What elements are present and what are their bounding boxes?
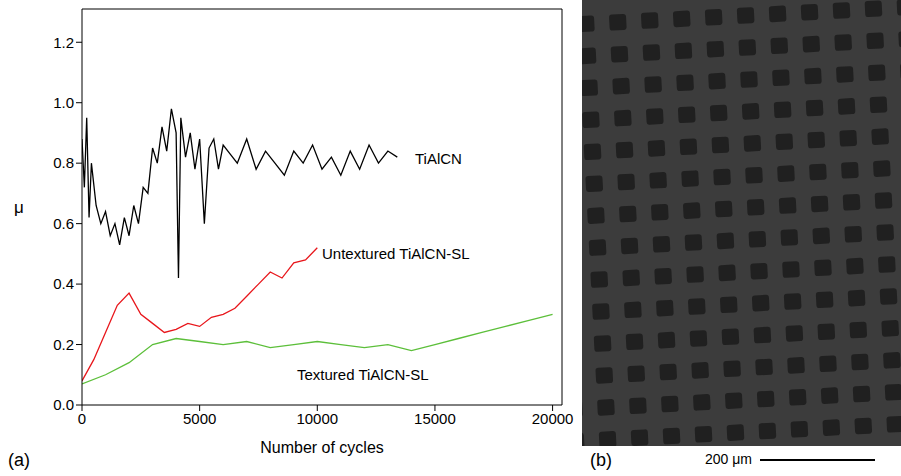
svg-text:0.6: 0.6 <box>53 215 74 232</box>
svg-text:0: 0 <box>78 410 86 427</box>
svg-text:1.0: 1.0 <box>53 94 74 111</box>
svg-text:0.4: 0.4 <box>53 275 74 292</box>
svg-text:Number of cycles: Number of cycles <box>260 439 384 456</box>
svg-text:15000: 15000 <box>414 410 456 427</box>
svg-text:0.2: 0.2 <box>53 336 74 353</box>
svg-text:10000: 10000 <box>296 410 338 427</box>
html-text:Untextured TiAlCN-SL: Untextured TiAlCN-SL <box>322 245 470 262</box>
html-text:(a): (a) <box>8 450 30 470</box>
svg-text:0.0: 0.0 <box>53 396 74 413</box>
html-text:(b): (b) <box>590 450 612 470</box>
html-text:TiAlCN: TiAlCN <box>415 150 462 167</box>
svg-text:0.8: 0.8 <box>53 154 74 171</box>
svg-text:μ: μ <box>14 198 24 217</box>
html-text:200 μm: 200 μm <box>705 451 752 467</box>
svg-text:5000: 5000 <box>183 410 216 427</box>
svg-text:20000: 20000 <box>532 410 574 427</box>
svg-text:1.2: 1.2 <box>53 34 74 51</box>
html-text:Textured TiAlCN-SL: Textured TiAlCN-SL <box>297 366 429 383</box>
